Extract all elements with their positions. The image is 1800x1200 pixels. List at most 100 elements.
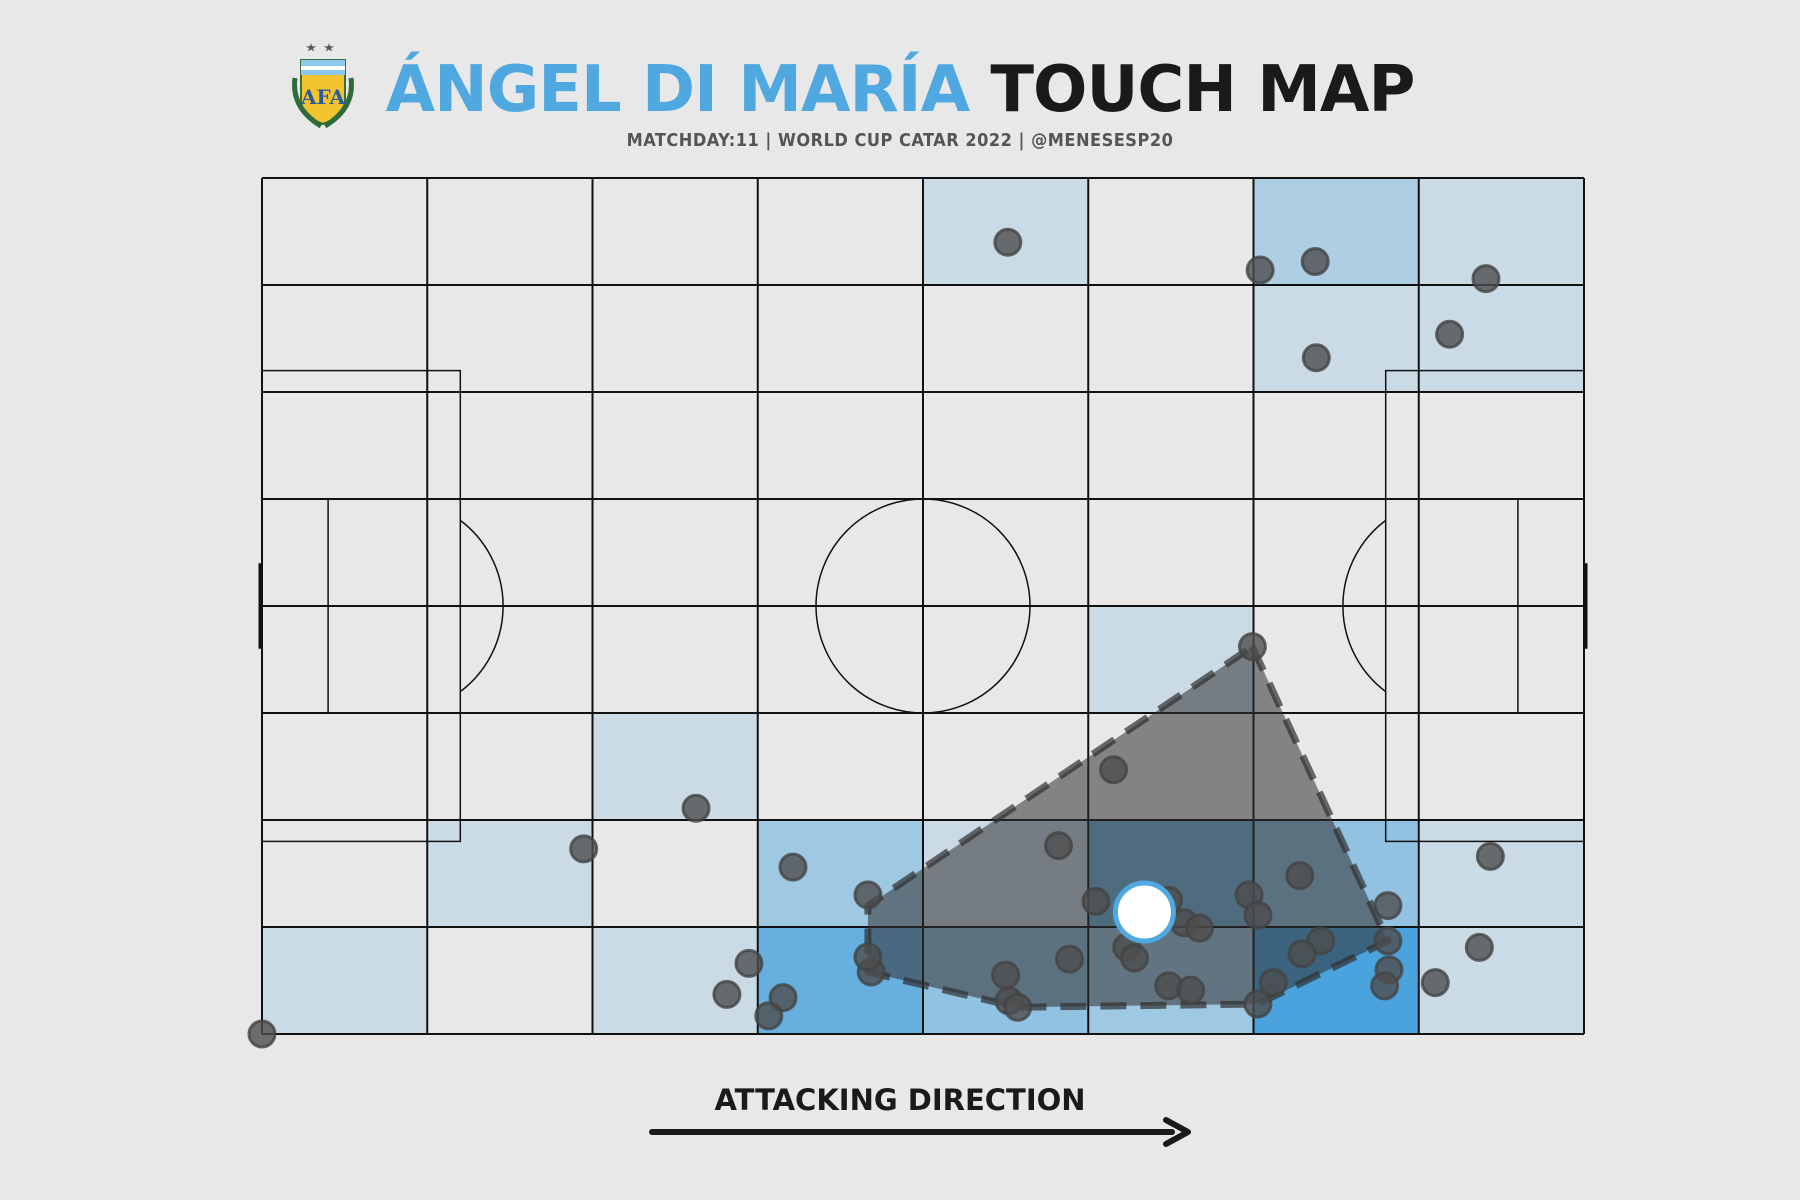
heatmap-cell xyxy=(1254,392,1419,499)
pitch-lines xyxy=(258,177,1588,1035)
touch-point xyxy=(1044,831,1074,861)
touch-point xyxy=(712,979,742,1009)
title-player-name: ÁNGEL DI MARÍA xyxy=(385,53,970,127)
heatmap-cell xyxy=(592,713,758,820)
heatmap-cell xyxy=(758,713,923,820)
heatmap-cell xyxy=(592,927,758,1034)
touch-point xyxy=(1055,944,1085,974)
touch-point xyxy=(1287,939,1317,969)
heatmap-cell xyxy=(427,499,592,606)
touch-point xyxy=(1435,319,1465,349)
touch-point xyxy=(991,960,1021,990)
heatmap-cell xyxy=(1253,285,1419,392)
heatmap-cell xyxy=(1088,392,1253,499)
heatmap-cell xyxy=(427,285,592,392)
touch-point xyxy=(1300,246,1330,276)
touch-point xyxy=(1176,975,1206,1005)
touch-point xyxy=(853,942,883,972)
heatmap-cell xyxy=(262,820,427,927)
touch-point xyxy=(681,793,711,823)
touch-point xyxy=(1245,255,1275,285)
touch-point xyxy=(1120,943,1150,973)
touch-point xyxy=(1373,891,1403,921)
touch-point xyxy=(1243,900,1273,930)
touch-point xyxy=(1003,992,1033,1022)
touch-point xyxy=(1243,989,1273,1019)
touch-point xyxy=(1475,841,1505,871)
average-position-marker xyxy=(1112,880,1176,944)
touch-points xyxy=(247,227,1505,1049)
six-yard-box-right xyxy=(1517,498,1585,714)
page-title: ÁNGEL DI MARÍA TOUCH MAP xyxy=(0,50,1800,130)
touch-point xyxy=(1185,913,1215,943)
touch-point xyxy=(754,1001,784,1031)
heatmap-cell xyxy=(427,820,593,927)
touch-point xyxy=(1258,968,1288,998)
attacking-direction-label: ATTACKING DIRECTION xyxy=(714,1083,1086,1117)
penalty-arc-right xyxy=(1342,519,1387,693)
touch-point xyxy=(1370,971,1400,1001)
heatmap-cell xyxy=(593,392,758,499)
heatmap-cell xyxy=(1418,820,1584,927)
heatmap-cell xyxy=(593,178,758,285)
heatmap-cell xyxy=(1419,606,1584,713)
heatmap-cell xyxy=(758,285,923,392)
afa-crest-icon: AFA xyxy=(292,43,354,129)
touch-point xyxy=(247,1019,277,1049)
touch-point xyxy=(734,948,764,978)
touch-point xyxy=(1301,343,1331,373)
touch-point xyxy=(1081,886,1111,916)
heatmap-cell xyxy=(1253,178,1419,285)
heatmap-cell xyxy=(427,606,592,713)
touch-point xyxy=(853,880,883,910)
heatmap-cell xyxy=(1419,713,1584,820)
heatmap-cell xyxy=(427,392,592,499)
heatmap-cell xyxy=(593,285,758,392)
heatmap-cell xyxy=(923,499,1088,606)
heatmap-cell xyxy=(262,606,427,713)
touch-point xyxy=(1237,632,1267,662)
heatmap-cell xyxy=(262,285,427,392)
six-yard-box-left xyxy=(261,498,329,714)
penalty-arc-left xyxy=(459,519,504,693)
heatmap-cell xyxy=(593,606,758,713)
page-subtitle: MATCHDAY:11 | WORLD CUP CATAR 2022 | @ME… xyxy=(626,130,1174,151)
touch-point xyxy=(1471,264,1501,294)
heatmap-cell xyxy=(1419,499,1584,606)
heatmap-cell xyxy=(427,927,592,1034)
heatmap-cell xyxy=(262,499,427,606)
heatmap-cell xyxy=(923,392,1088,499)
heatmap-cell xyxy=(593,499,758,606)
heatmap-cell xyxy=(1418,178,1584,285)
touch-point xyxy=(1464,932,1494,962)
touch-point xyxy=(569,834,599,864)
heatmap-cell xyxy=(427,713,592,820)
logo-text: AFA xyxy=(300,85,346,109)
heatmap-cell xyxy=(262,713,427,820)
heatmap-cell xyxy=(262,927,428,1034)
touch-point xyxy=(1285,861,1315,891)
heatmap-cell xyxy=(758,499,923,606)
heatmap-cell xyxy=(923,606,1088,713)
touch-point xyxy=(1099,755,1129,785)
heatmap-cell xyxy=(1419,392,1584,499)
heatmap-cell xyxy=(758,178,923,285)
heatmap-cell xyxy=(758,606,923,713)
heatmap-cell xyxy=(1088,285,1253,392)
touch-point xyxy=(1373,926,1403,956)
heatmap-cell xyxy=(758,392,923,499)
heatmap-cell xyxy=(1088,499,1253,606)
touch-point xyxy=(993,227,1023,257)
heatmap-cell xyxy=(262,392,427,499)
title-touch-map: TOUCH MAP xyxy=(990,53,1415,127)
center-circle xyxy=(815,498,1031,714)
heatmap-cell xyxy=(262,178,427,285)
heatmap-cell xyxy=(593,820,758,927)
centroid-layer xyxy=(1112,880,1176,944)
heatmap-cell xyxy=(427,178,592,285)
touch-point xyxy=(1420,968,1450,998)
heatmap-cell xyxy=(1088,178,1253,285)
touch-point xyxy=(778,852,808,882)
heatmap-cell xyxy=(1254,499,1419,606)
